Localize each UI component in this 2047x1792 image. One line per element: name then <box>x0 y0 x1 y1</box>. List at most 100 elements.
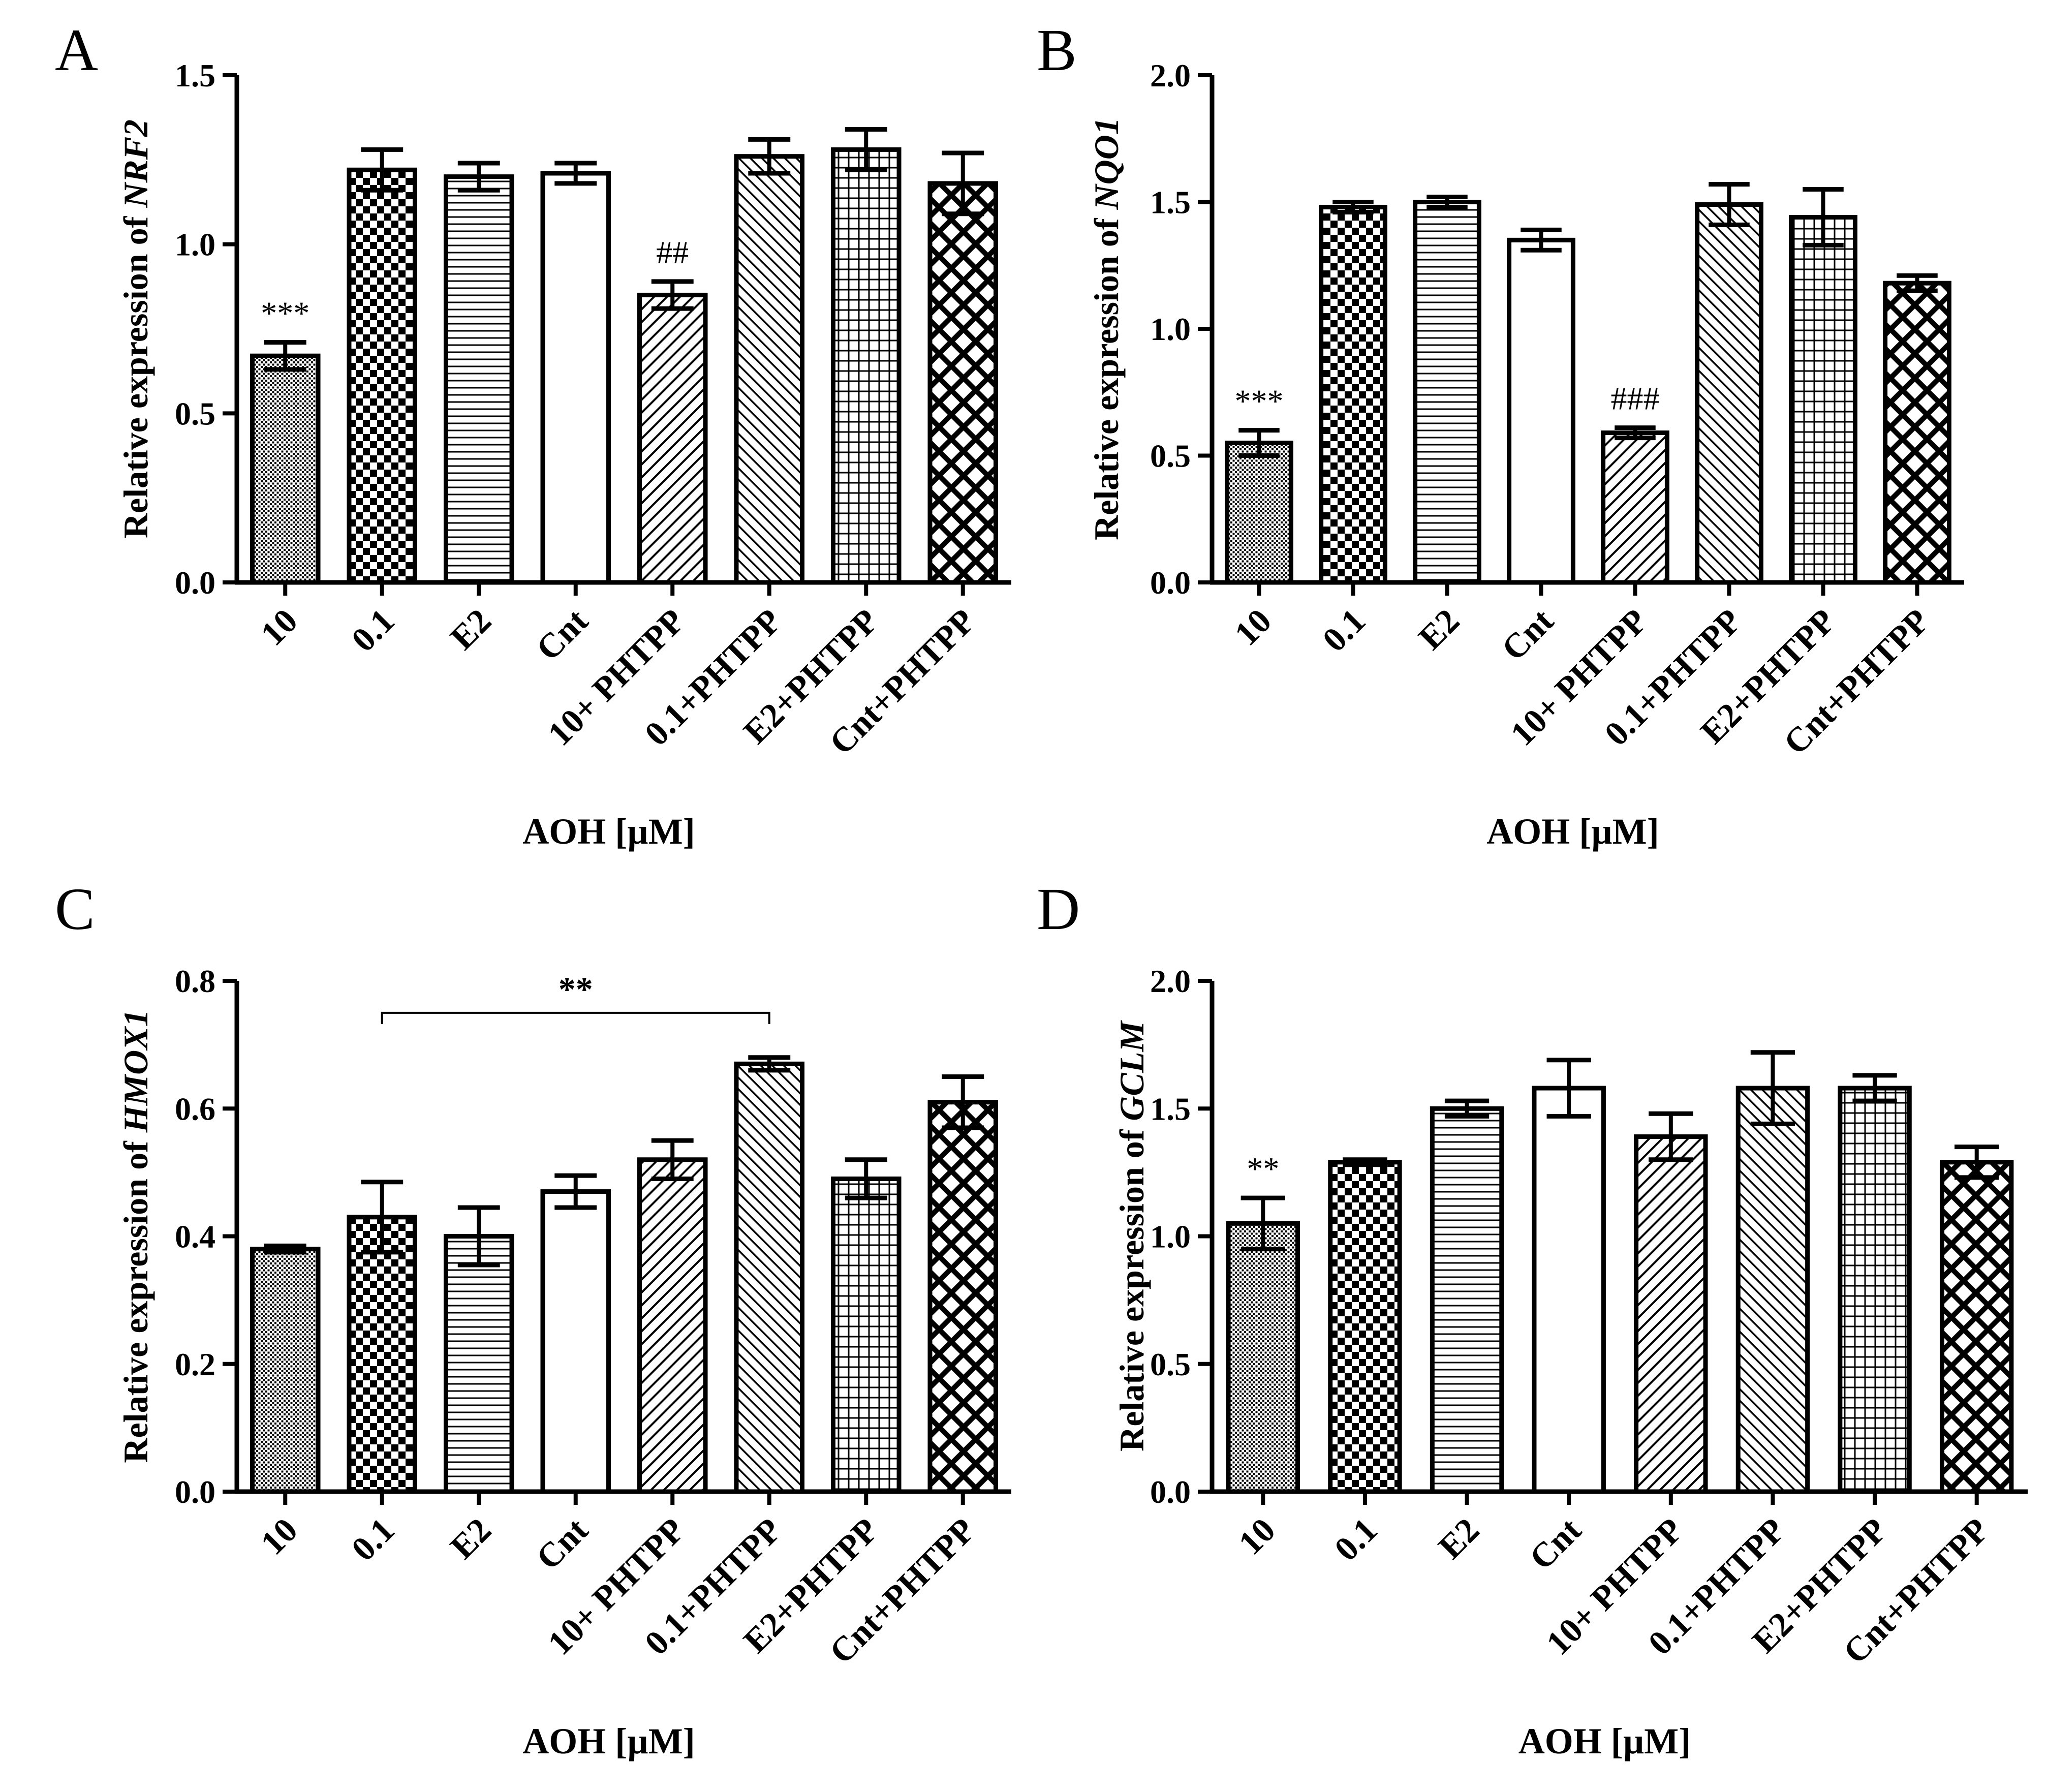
y-tick-label: 1.5 <box>1150 184 1191 221</box>
y-axis-label-gene: NQO1 <box>1087 117 1126 210</box>
bar <box>443 1234 514 1494</box>
category-label: E2 <box>443 601 499 657</box>
bar <box>1430 1106 1504 1494</box>
category-label: Cnt <box>1522 1510 1589 1577</box>
bar <box>927 1100 999 1494</box>
y-tick-label: 1.5 <box>1150 1091 1191 1127</box>
bar <box>1226 1221 1300 1494</box>
y-tick-label: 0.5 <box>1150 438 1191 474</box>
category-label: Cnt <box>529 1510 595 1577</box>
category-label: 0.1 <box>1315 601 1373 659</box>
bar <box>1789 214 1857 585</box>
bar <box>1838 1086 1912 1494</box>
bar <box>1532 1086 1606 1494</box>
y-tick-label: 0.0 <box>175 565 215 601</box>
significance-marker: ### <box>1611 381 1660 417</box>
bar <box>637 1157 708 1494</box>
y-tick-label: 1.0 <box>1150 311 1191 347</box>
y-tick-label: 0.0 <box>175 1474 215 1510</box>
panel-letter: D <box>1037 876 1080 942</box>
bar <box>1225 441 1293 585</box>
x-axis-label: AOH [µM] <box>522 1721 695 1762</box>
significance-marker: *** <box>261 295 309 331</box>
category-label: Cnt <box>1494 601 1561 668</box>
bar <box>250 353 321 585</box>
bar <box>540 171 611 585</box>
y-tick-label: 0.0 <box>1150 1474 1191 1510</box>
category-label: 0.1 <box>1327 1510 1385 1568</box>
bar <box>830 1176 902 1494</box>
y-axis-label-prefix: Relative expression of <box>1087 210 1126 540</box>
y-axis-label-gene: NRF2 <box>116 119 155 208</box>
bar <box>1695 202 1763 585</box>
x-axis-label: AOH [µM] <box>1518 1721 1691 1762</box>
y-tick-label: 0.5 <box>1150 1346 1191 1382</box>
bar <box>1601 430 1669 585</box>
y-tick-label: 0.5 <box>175 395 215 431</box>
category-label: 10 <box>1231 1510 1283 1562</box>
significance-bracket-label: ** <box>559 970 593 1008</box>
bar <box>734 154 805 585</box>
category-label: 10 <box>253 1510 305 1562</box>
significance-marker: *** <box>1235 383 1284 419</box>
bar <box>927 181 999 585</box>
panel-letter: C <box>55 876 95 942</box>
category-label: 10 <box>1227 601 1279 653</box>
bar <box>734 1061 805 1494</box>
category-label: E2 <box>1411 601 1467 657</box>
y-tick-label: 1.0 <box>175 227 215 263</box>
bar <box>637 292 708 585</box>
y-axis-label: Relative expression of HMOX1 <box>116 1009 155 1463</box>
y-tick-label: 0.6 <box>175 1091 215 1127</box>
bar <box>347 1215 418 1494</box>
category-label: E2 <box>443 1510 499 1566</box>
category-label: 10 <box>253 601 305 653</box>
category-label: 0.1 <box>344 1510 402 1568</box>
y-axis-label-gene: HMOX1 <box>116 1009 155 1133</box>
panel-letter: B <box>1037 17 1077 83</box>
significance-bracket <box>381 1011 770 1024</box>
panel-letter: A <box>55 17 98 83</box>
bar <box>1328 1160 1402 1494</box>
y-tick-label: 2.0 <box>1150 57 1191 94</box>
bar <box>1634 1134 1708 1494</box>
y-axis-label-prefix: Relative expression of <box>116 1132 155 1463</box>
bar <box>540 1189 611 1494</box>
bar <box>1883 281 1951 585</box>
y-axis-label: Relative expression of GCLM <box>1112 1020 1151 1451</box>
category-label: 0.1 <box>344 601 402 659</box>
y-axis-label-prefix: Relative expression of <box>1112 1121 1151 1451</box>
bar <box>1507 237 1575 585</box>
y-axis-label: Relative expression of NQO1 <box>1087 117 1126 540</box>
significance-marker: ** <box>1247 1151 1279 1187</box>
bar <box>1413 200 1481 585</box>
bar <box>443 174 514 585</box>
category-label: E2 <box>1431 1510 1486 1566</box>
y-tick-label: 1.5 <box>175 57 215 94</box>
category-label: Cnt <box>529 601 595 668</box>
y-tick-label: 1.0 <box>1150 1219 1191 1255</box>
y-axis-label: Relative expression of NRF2 <box>116 119 155 538</box>
bar <box>1939 1160 2014 1494</box>
y-tick-label: 0.2 <box>175 1346 215 1382</box>
y-tick-label: 0.8 <box>175 963 215 999</box>
bar <box>1319 204 1387 585</box>
y-axis-label-gene: GCLM <box>1112 1020 1151 1121</box>
significance-marker: ## <box>656 234 689 270</box>
y-tick-label: 0.0 <box>1150 565 1191 601</box>
y-tick-label: 2.0 <box>1150 963 1191 999</box>
y-tick-label: 0.4 <box>175 1219 215 1255</box>
bar <box>347 167 418 585</box>
x-axis-label: AOH [µM] <box>1486 811 1659 852</box>
bar <box>250 1247 321 1494</box>
bar <box>830 147 902 585</box>
y-axis-label-prefix: Relative expression of <box>116 208 155 538</box>
bar <box>1735 1086 1810 1494</box>
x-axis-label: AOH [µM] <box>522 811 695 852</box>
